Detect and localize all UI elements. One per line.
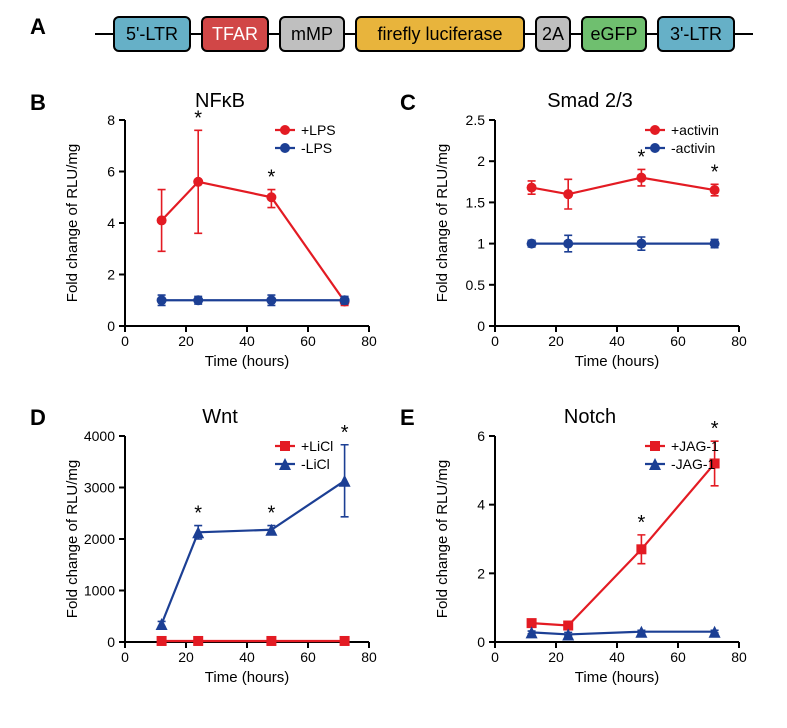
chart-title: NFκB [55, 90, 385, 113]
svg-text:2: 2 [477, 153, 485, 169]
svg-text:4: 4 [477, 497, 485, 513]
svg-text:*: * [268, 167, 276, 189]
svg-text:40: 40 [609, 333, 625, 349]
chart-title: Wnt [55, 406, 385, 429]
svg-text:4: 4 [107, 215, 115, 231]
svg-text:0: 0 [107, 318, 115, 334]
chart-e: Notch0246020406080Time (hours)Fold chang… [425, 408, 755, 698]
svg-text:-activin: -activin [671, 140, 715, 156]
svg-text:2: 2 [477, 565, 485, 581]
svg-text:*: * [268, 503, 276, 525]
svg-text:Time (hours): Time (hours) [575, 353, 659, 370]
svg-text:Fold change of RLU/mg: Fold change of RLU/mg [434, 460, 451, 618]
svg-text:Time (hours): Time (hours) [575, 669, 659, 686]
svg-text:0: 0 [491, 333, 499, 349]
svg-text:-LiCl: -LiCl [301, 456, 330, 472]
svg-text:*: * [638, 512, 646, 534]
svg-text:0: 0 [477, 634, 485, 650]
construct-segment: eGFP [581, 16, 647, 52]
svg-text:20: 20 [548, 333, 564, 349]
panel-e-label: E [400, 405, 415, 431]
svg-text:3000: 3000 [84, 480, 115, 496]
panel-c-label: C [400, 90, 416, 116]
svg-text:80: 80 [731, 649, 747, 665]
construct-segment: TFAR [201, 16, 269, 52]
svg-text:20: 20 [548, 649, 564, 665]
chart-d: Wnt 0 1000 2000 3000 4000 0 20 40 60 80 Time (hours… [55, 408, 385, 698]
chart-c: Smad 2/3 0 0.5 1 1.5 2 2.5 0 20 40 60 80 Time (hours… [425, 92, 755, 382]
svg-text:0: 0 [491, 649, 499, 665]
panel-b-label: B [30, 90, 46, 116]
svg-text:60: 60 [670, 649, 686, 665]
svg-text:4000: 4000 [84, 428, 115, 444]
svg-text:0: 0 [121, 333, 129, 349]
svg-text:+LPS: +LPS [301, 122, 336, 138]
svg-text:2: 2 [107, 267, 115, 283]
svg-text:6: 6 [477, 428, 485, 444]
svg-text:+JAG-1: +JAG-1 [671, 438, 719, 454]
svg-text:+activin: +activin [671, 122, 719, 138]
svg-text:Time (hours): Time (hours) [205, 353, 289, 370]
svg-text:+LiCl: +LiCl [301, 438, 333, 454]
svg-text:60: 60 [670, 333, 686, 349]
svg-text:40: 40 [239, 333, 255, 349]
panel-a-label: A [30, 14, 46, 40]
svg-text:0: 0 [477, 318, 485, 334]
svg-text:2.5: 2.5 [466, 112, 486, 128]
svg-text:40: 40 [239, 649, 255, 665]
svg-text:*: * [711, 161, 719, 183]
svg-text:0.5: 0.5 [466, 277, 486, 293]
svg-text:Fold change of RLU/mg: Fold change of RLU/mg [64, 144, 81, 302]
svg-text:0: 0 [107, 634, 115, 650]
svg-text:60: 60 [300, 649, 316, 665]
svg-text:60: 60 [300, 333, 316, 349]
svg-text:2000: 2000 [84, 531, 115, 547]
svg-text:80: 80 [361, 333, 377, 349]
svg-text:20: 20 [178, 649, 194, 665]
construct-segment: 3'-LTR [657, 16, 735, 52]
svg-text:*: * [638, 146, 646, 168]
svg-text:8: 8 [107, 112, 115, 128]
panel-d-label: D [30, 405, 46, 431]
svg-text:Time (hours): Time (hours) [205, 669, 289, 686]
svg-text:1000: 1000 [84, 583, 115, 599]
construct-segment: 5'-LTR [113, 16, 191, 52]
construct-segment: 2A [535, 16, 571, 52]
svg-text:80: 80 [361, 649, 377, 665]
construct-diagram: 5'-LTR TFAR mMP firefly luciferase 2A eGFP 3'-… [95, 16, 753, 52]
svg-text:40: 40 [609, 649, 625, 665]
construct-segment: mMP [279, 16, 345, 52]
svg-text:-LPS: -LPS [301, 140, 332, 156]
construct-segment: firefly luciferase [355, 16, 525, 52]
svg-text:-JAG-1: -JAG-1 [671, 456, 716, 472]
svg-text:20: 20 [178, 333, 194, 349]
svg-text:6: 6 [107, 164, 115, 180]
svg-text:Fold change of RLU/mg: Fold change of RLU/mg [64, 460, 81, 618]
chart-b: NFκB02468020406080Time (hours)Fold chang… [55, 92, 385, 382]
chart-title: Notch [425, 406, 755, 429]
svg-text:1: 1 [477, 236, 485, 252]
chart-title: Smad 2/3 [425, 90, 755, 113]
svg-text:80: 80 [731, 333, 747, 349]
svg-text:Fold change of RLU/mg: Fold change of RLU/mg [434, 144, 451, 302]
figure: A 5'-LTR TFAR mMP firefly luciferase 2A eGFP 3… [0, 0, 787, 728]
svg-text:0: 0 [121, 649, 129, 665]
svg-text:*: * [194, 503, 202, 525]
svg-text:1.5: 1.5 [466, 194, 486, 210]
